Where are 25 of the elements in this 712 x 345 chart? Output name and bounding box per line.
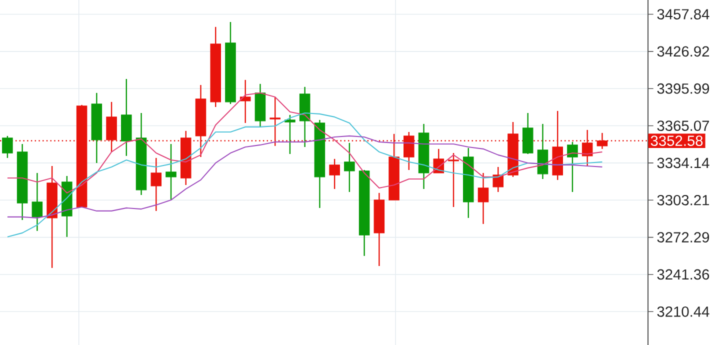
y-tick-label: 3303.21 [657,194,710,206]
y-tick-label: 3395.99 [657,83,710,94]
y-tick-label: 3457.84 [657,9,710,20]
y-tick-label: 3210.44 [657,306,710,317]
candlestick [329,158,340,190]
candlestick [284,114,296,155]
y-tick-label: 3334.14 [657,158,710,168]
candlestick [448,152,459,208]
candlestick [567,141,578,193]
y-tick-label: 3241.36 [657,269,710,280]
y-tick-label: 3365.07 [657,120,709,131]
candlestick [2,135,13,159]
ref-line-label: 3352.58 [650,136,703,146]
candlestick [166,143,176,201]
y-tick-label: 3426.92 [657,46,709,57]
candlestick [492,166,504,193]
candlestick [150,157,162,212]
y-tick-label: 3272.29 [657,232,710,242]
candlestick [32,172,43,232]
candlestick [270,96,280,147]
candlestick [478,172,489,225]
line-series [6,92,603,194]
candlestick [537,123,548,180]
candlestick [240,79,251,124]
candlestick [344,142,355,193]
